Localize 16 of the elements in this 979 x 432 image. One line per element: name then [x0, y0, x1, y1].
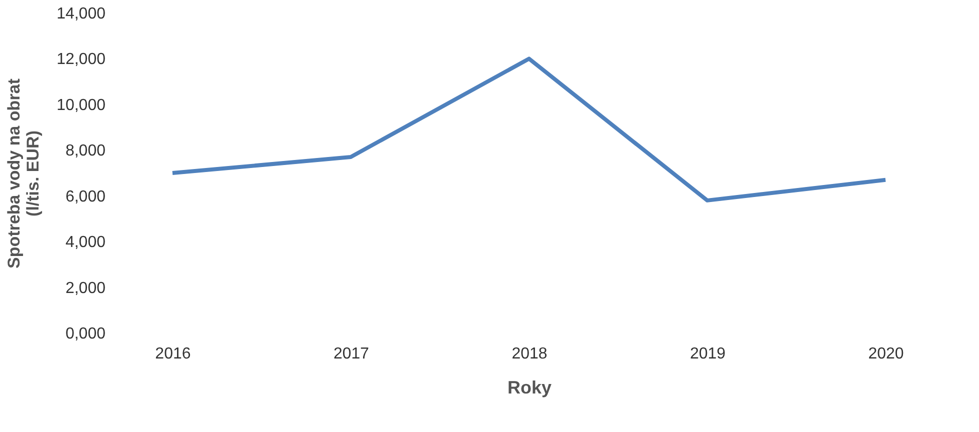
y-tick-label: 12,000 [56, 51, 106, 68]
y-tick-label: 6,000 [65, 188, 106, 206]
x-tick-label: 2016 [155, 346, 191, 362]
y-tick-label: 2,000 [65, 280, 106, 297]
y-axis-title: Spotreba vody na obrat (l/tis. EUR) [4, 78, 43, 268]
line-series [170, 56, 888, 202]
y-tick-label: 4,000 [65, 234, 106, 252]
y-tick-label: 8,000 [65, 142, 106, 160]
y-tick-label: 10,000 [56, 96, 106, 114]
y-tick-label: 14,000 [56, 6, 106, 22]
x-tick-label: 2020 [868, 346, 904, 362]
x-tick-label: 2017 [333, 346, 370, 362]
y-tick-label: 0,000 [65, 326, 106, 342]
x-tick-label: 2018 [512, 346, 548, 362]
x-axis-title: Roky [507, 378, 552, 398]
x-tick-label: 2019 [690, 346, 726, 362]
